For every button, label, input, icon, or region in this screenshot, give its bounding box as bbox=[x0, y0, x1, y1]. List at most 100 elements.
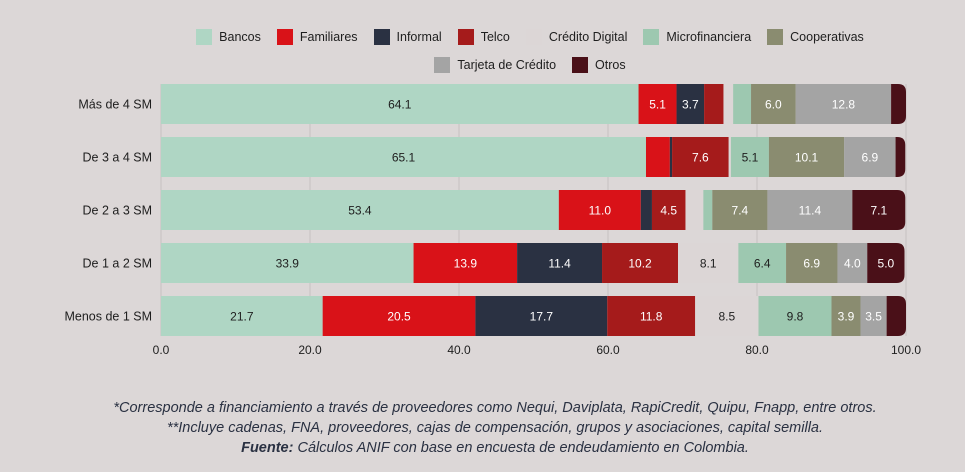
bar-segment-familiares bbox=[638, 84, 677, 124]
legend: Bancos Familiares Informal Telco Crédito Dig… bbox=[0, 26, 965, 82]
data-label: 11.4 bbox=[548, 257, 571, 271]
bar-segment-telco bbox=[607, 296, 696, 336]
legend-label: Microfinanciera bbox=[666, 30, 752, 44]
bar-row-mas-de-4-sm: 64.1 5.1 3.7 6.0 12.8 bbox=[161, 84, 906, 124]
legend-label: Familiares bbox=[299, 30, 358, 44]
footnotes: *Corresponde a financiamiento a través d… bbox=[0, 398, 965, 458]
data-label: 53.4 bbox=[348, 204, 372, 218]
bar-segment-tarjeta-de-credito bbox=[860, 296, 887, 336]
data-label: 6.4 bbox=[754, 257, 771, 271]
category-label: De 3 a 4 SM bbox=[83, 151, 152, 165]
category-labels: Más de 4 SM De 3 a 4 SM De 2 a 3 SM De 1 a … bbox=[64, 98, 152, 324]
category-label: Más de 4 SM bbox=[78, 98, 152, 112]
data-label: 17.7 bbox=[530, 310, 554, 324]
x-tick-label: 100.0 bbox=[891, 343, 921, 357]
legend-swatch bbox=[276, 29, 293, 45]
bar-segment-microfinanciera bbox=[730, 137, 769, 177]
legend-item-microfinanciera: Microfinanciera bbox=[643, 29, 751, 45]
legend-label: Tarjeta de Crédito bbox=[457, 58, 557, 72]
bar-segment-bancos bbox=[161, 137, 646, 177]
data-label: 11.8 bbox=[640, 310, 663, 324]
bar-segment-informal bbox=[676, 84, 705, 124]
data-label: 7.1 bbox=[870, 204, 887, 218]
data-label: 4.0 bbox=[844, 257, 861, 271]
legend-swatch bbox=[196, 29, 213, 45]
bar-segment-credito-digital bbox=[685, 190, 704, 230]
bar-segment-informal bbox=[517, 243, 603, 283]
x-axis-ticks: 0.0 20.0 40.0 60.0 80.0 100.0 bbox=[153, 343, 922, 357]
data-label: 3.9 bbox=[838, 310, 855, 324]
legend-swatch bbox=[457, 29, 474, 45]
stacked-bar-chart: 64.1 5.1 3.7 6.0 12.8 65.1 7.6 5.1 10.1 6.9 53.4 11… bbox=[64, 84, 922, 357]
data-label: 20.5 bbox=[387, 310, 411, 324]
x-tick-label: 60.0 bbox=[596, 343, 620, 357]
data-label: 10.1 bbox=[795, 151, 819, 165]
legend-swatch bbox=[767, 29, 784, 45]
bar-segment-telco bbox=[672, 137, 729, 177]
category-label: De 2 a 3 SM bbox=[83, 204, 152, 218]
bar-segment-tarjeta-de-credito bbox=[837, 243, 868, 283]
x-tick-label: 40.0 bbox=[447, 343, 471, 357]
bars: 64.1 5.1 3.7 6.0 12.8 65.1 7.6 5.1 10.1 6.9 53.4 11… bbox=[161, 84, 906, 336]
bar-segment-microfinanciera bbox=[758, 296, 832, 336]
legend-label: Otros bbox=[595, 58, 626, 72]
bar-row-menos-de-1-sm: 21.7 20.5 17.7 11.8 8.5 9.8 3.9 3.5 bbox=[161, 296, 906, 336]
data-label: 3.5 bbox=[865, 310, 882, 324]
bar-segment-bancos bbox=[161, 243, 414, 283]
legend-item-bancos: Bancos bbox=[196, 29, 261, 45]
bar-segment-familiares bbox=[413, 243, 518, 283]
bar-segment-tarjeta-de-credito bbox=[767, 190, 853, 230]
legend-item-telco: Telco bbox=[457, 29, 510, 45]
data-label: 33.9 bbox=[276, 257, 300, 271]
bar-segment-credito-digital bbox=[678, 243, 739, 283]
legend-item-cooperativas: Cooperativas bbox=[767, 29, 864, 45]
data-label: 10.2 bbox=[628, 257, 652, 271]
bar-segment-telco bbox=[704, 84, 724, 124]
bar-segment-bancos bbox=[161, 190, 559, 230]
legend-label: Telco bbox=[480, 30, 510, 44]
data-label: 5.1 bbox=[742, 151, 759, 165]
data-label: 21.7 bbox=[230, 310, 254, 324]
data-label: 11.4 bbox=[799, 204, 822, 218]
data-label: 64.1 bbox=[388, 98, 412, 112]
legend-item-credito-digital: Crédito Digital bbox=[525, 29, 628, 45]
data-label: 5.1 bbox=[649, 98, 666, 112]
bar-segment-credito-digital bbox=[695, 296, 759, 336]
footnote-1: *Corresponde a financiamiento a través d… bbox=[113, 400, 877, 416]
legend-label: Informal bbox=[396, 30, 442, 44]
legend-swatch bbox=[373, 29, 390, 45]
bar-row-de-3-a-4-sm: 65.1 7.6 5.1 10.1 6.9 bbox=[161, 137, 906, 177]
bar-segment-otros bbox=[886, 296, 906, 336]
bar-segment-otros bbox=[895, 137, 906, 177]
legend-swatch bbox=[643, 29, 660, 45]
data-label: 3.7 bbox=[682, 98, 699, 112]
bar-segment-familiares bbox=[645, 137, 670, 177]
bar-segment-cooperativas bbox=[712, 190, 768, 230]
legend-label: Crédito Digital bbox=[548, 30, 628, 44]
bar-row-de-2-a-3-sm: 53.4 11.0 4.5 7.4 11.4 7.1 bbox=[161, 190, 906, 230]
data-label: 8.1 bbox=[700, 257, 717, 271]
source-note: Fuente: Cálculos ANIF con base en encues… bbox=[0, 438, 965, 458]
legend-label: Bancos bbox=[219, 30, 261, 44]
category-label: Menos de 1 SM bbox=[64, 310, 152, 324]
bar-segment-tarjeta-de-credito bbox=[844, 137, 896, 177]
x-tick-label: 0.0 bbox=[153, 343, 170, 357]
legend-label: Cooperativas bbox=[790, 30, 864, 44]
legend-item-tarjeta-de-credito: Tarjeta de Crédito bbox=[434, 57, 556, 73]
data-label: 9.8 bbox=[787, 310, 804, 324]
bar-segment-telco bbox=[602, 243, 679, 283]
bar-segment-credito-digital bbox=[728, 137, 731, 177]
data-label: 12.8 bbox=[832, 98, 856, 112]
data-label: 13.9 bbox=[454, 257, 478, 271]
legend-row: Bancos Familiares Informal Telco Crédito Dig… bbox=[0, 26, 965, 48]
source-label: Fuente: bbox=[241, 440, 294, 456]
legend-swatch bbox=[434, 57, 451, 73]
data-label: 6.9 bbox=[803, 257, 820, 271]
data-label: 7.6 bbox=[692, 151, 709, 165]
bar-segment-microfinanciera bbox=[703, 190, 713, 230]
legend-swatch bbox=[525, 29, 542, 45]
data-label: 5.0 bbox=[878, 257, 895, 271]
data-label: 6.9 bbox=[862, 151, 879, 165]
data-label: 6.0 bbox=[765, 98, 782, 112]
bar-segment-microfinanciera bbox=[733, 84, 752, 124]
